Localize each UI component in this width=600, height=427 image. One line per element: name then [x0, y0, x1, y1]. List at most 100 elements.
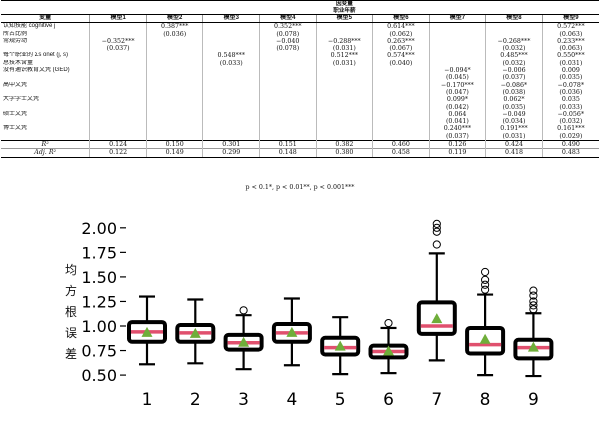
y-tick-label: 1.25 — [81, 292, 117, 311]
table-row: 博士文凭 0.240*** 0.191*** 0.161*** — [1, 125, 599, 133]
row-label: 硕士文凭 — [3, 110, 28, 117]
coefficient-cell: 0.572*** — [541, 22, 599, 31]
coefficient-cell — [372, 96, 430, 104]
coefficient-cell — [145, 67, 203, 75]
coefficient-cell — [145, 37, 203, 46]
coefficient-cell: (0.032) — [485, 45, 543, 53]
coefficient-cell — [145, 81, 203, 89]
coefficient-cell — [315, 22, 373, 31]
x-tick-label: 5 — [335, 390, 346, 410]
adjusted-r-squared-row-label: Adj. R² — [1, 148, 90, 158]
table-row: (0.041) (0.034) (0.032) — [1, 118, 599, 126]
coefficient-cell: −0.268*** — [485, 37, 543, 46]
adjusted-r-squared-row-value: 0.122 — [89, 148, 147, 158]
coefficient-cell: (0.033) — [202, 59, 260, 68]
mean-marker — [431, 313, 443, 324]
row-label — [1, 74, 90, 81]
r-squared-row-value: 0.150 — [145, 140, 203, 149]
coefficient-cell — [145, 74, 203, 82]
coefficient-cell — [145, 103, 203, 111]
mean-marker — [383, 345, 394, 356]
r-squared-row: R² 0.124 0.150 0.301 0.151 0.382 0.460 0.126 0.4… — [1, 140, 599, 149]
coefficient-cell — [315, 88, 373, 97]
regression-table: 因变量 职业年薪 变量 模型1 模型2 模型3 模型4 模型5 模型6 模型7 模型8 模型9 … — [1, 0, 599, 158]
coefficient-cell — [259, 81, 317, 89]
coefficient-cell: 0.233*** — [541, 37, 599, 46]
coefficient-cell — [89, 67, 147, 75]
coefficient-cell: (0.037) — [428, 132, 486, 141]
coefficient-cell — [89, 88, 147, 97]
coefficient-cell: 0.387*** — [145, 22, 203, 31]
y-tick-label: 0.50 — [81, 366, 117, 385]
coefficient-cell — [202, 118, 260, 126]
coefficient-cell — [259, 67, 317, 75]
coefficient-cell: (0.036) — [541, 88, 599, 97]
table-row: (0.045) (0.037) (0.035) — [1, 74, 599, 82]
coefficient-cell — [315, 118, 373, 126]
x-tick-label: 3 — [238, 390, 249, 410]
coefficient-cell — [89, 81, 147, 89]
coefficient-cell — [372, 81, 430, 89]
coefficient-cell — [89, 125, 147, 133]
mean-marker — [527, 341, 539, 352]
coefficient-cell — [145, 59, 203, 68]
coefficient-cell — [372, 132, 430, 141]
x-tick-label: 9 — [528, 390, 539, 410]
y-axis-label: 均方根误差 — [64, 263, 77, 361]
coefficient-cell: 0.614*** — [372, 22, 430, 31]
box-iqr — [465, 325, 506, 356]
table-row: 所占比例 (0.036) (0.078) (0.062) (0.063) — [1, 30, 599, 38]
coefficient-cell — [145, 118, 203, 126]
coefficient-cell: (0.038) — [485, 88, 543, 97]
coefficient-cell — [202, 74, 260, 82]
outlier-point — [529, 301, 538, 310]
coefficient-cell — [315, 74, 373, 82]
dependent-variable-subtitle: 职业年薪 — [333, 7, 356, 14]
coefficient-cell — [315, 81, 373, 89]
coefficient-cell: 0.485*** — [485, 52, 543, 60]
outlier-point — [481, 275, 490, 284]
coefficient-cell: (0.078) — [259, 30, 317, 38]
mean-marker — [189, 327, 201, 338]
coefficient-cell: (0.033) — [541, 103, 599, 111]
coefficient-cell — [259, 132, 317, 141]
coefficient-cell — [202, 30, 260, 38]
coefficient-cell: 0.064 — [428, 110, 486, 119]
box-iqr — [416, 300, 457, 336]
coefficient-cell: −0.352*** — [89, 37, 147, 46]
r-squared-row-value: 0.124 — [89, 140, 147, 149]
outlier-point — [529, 305, 538, 314]
table-row: 每个职业的 Σs onet (j, s) 0.548*** 0.512*** 0.57… — [1, 52, 599, 60]
coefficient-cell — [485, 22, 543, 31]
table-row: 硕士文凭 0.064 −0.049 −0.056* — [1, 110, 599, 119]
coefficient-cell: −0.086* — [485, 81, 543, 89]
row-label: 高中文凭 — [3, 81, 28, 88]
coefficient-cell — [145, 96, 203, 104]
coefficient-cell: (0.067) — [372, 45, 430, 53]
coefficient-cell — [89, 74, 147, 82]
coefficient-cell: −0.006 — [485, 67, 543, 75]
coefficient-cell — [145, 110, 203, 119]
boxplot-figure: 均方根误差 0.50 0.75 1.00 1.25 1.50 1.75 2.00 1 2 3 4 5 6… — [0, 200, 600, 423]
table-dependent-variable-row: 因变量 职业年薪 — [1, 0, 599, 15]
coefficient-cell — [259, 118, 317, 126]
row-label — [1, 45, 90, 52]
coefficient-cell: (0.029) — [541, 132, 599, 141]
coefficient-cell: 0.548*** — [202, 52, 260, 60]
coefficient-cell — [145, 125, 203, 133]
outlier-point — [432, 227, 441, 236]
coefficient-cell — [89, 52, 147, 60]
coefficient-cell — [89, 30, 147, 38]
outlier-point — [384, 318, 393, 328]
mean-marker — [479, 333, 491, 344]
coefficient-cell — [89, 59, 147, 68]
coefficient-cell — [202, 125, 260, 133]
coefficient-cell — [315, 132, 373, 141]
coefficient-cell — [485, 30, 543, 38]
box-iqr — [223, 332, 264, 352]
row-label — [1, 104, 90, 111]
model-column-header: 模型6 — [372, 13, 430, 24]
adjusted-r-squared-row-value: 0.418 — [485, 148, 543, 158]
adjusted-r-squared-row-value: 0.483 — [541, 148, 599, 158]
y-tick-label: 2.00 — [81, 219, 117, 238]
